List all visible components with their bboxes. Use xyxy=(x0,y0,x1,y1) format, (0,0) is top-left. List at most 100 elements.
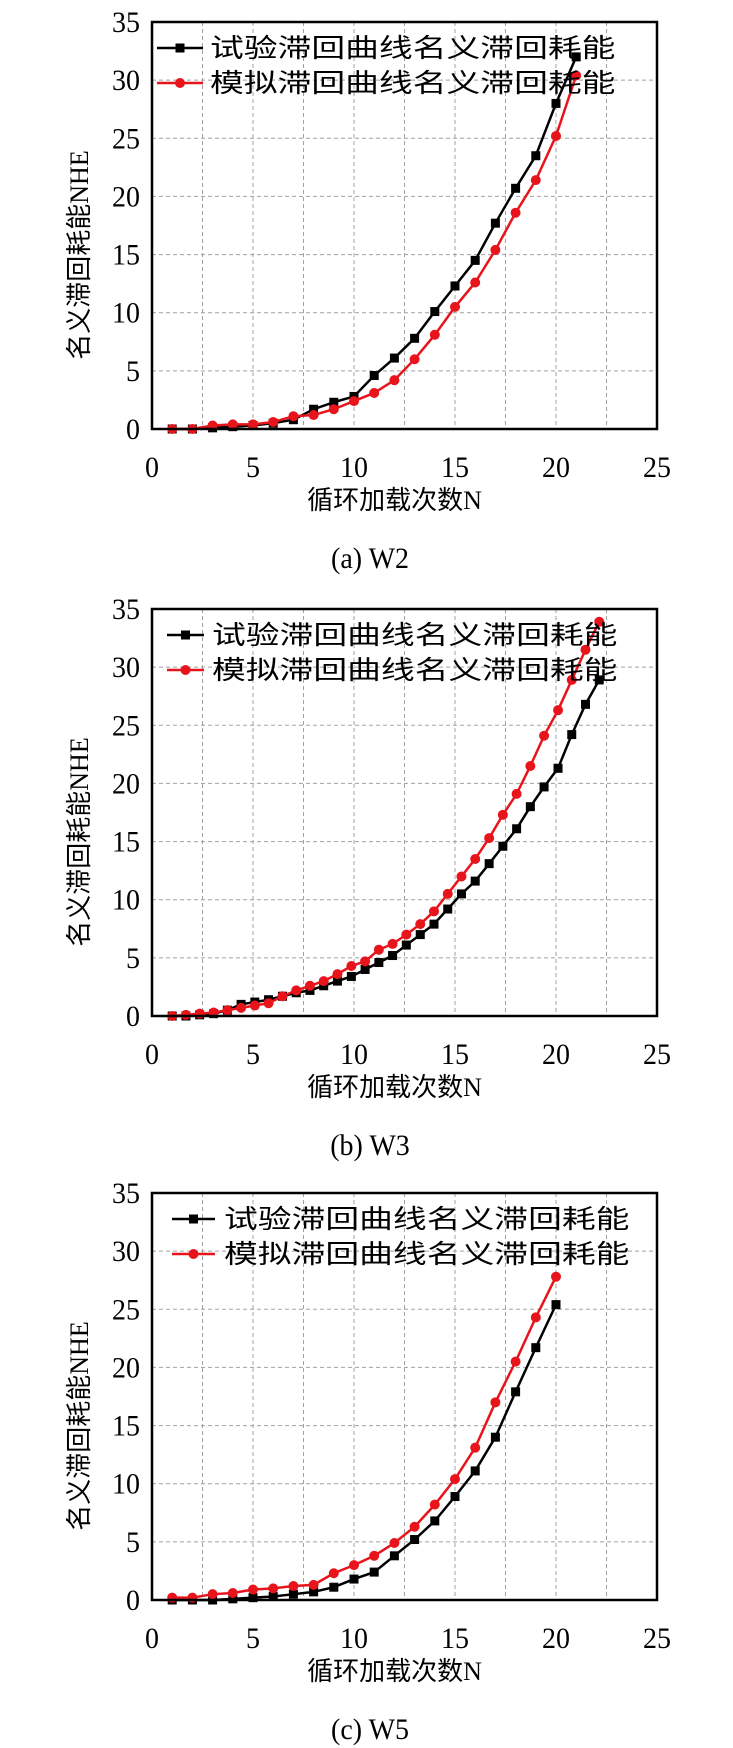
data-point-circle xyxy=(456,871,467,882)
data-point-circle xyxy=(470,277,481,288)
x-axis-label: 循环加载次数N xyxy=(307,1657,482,1686)
data-point-square xyxy=(410,1535,420,1545)
y-tick-label-group: 0 xyxy=(126,413,140,446)
data-point-square xyxy=(430,1516,440,1526)
data-point-square xyxy=(389,353,399,363)
y-tick-label-group: 20 xyxy=(112,768,140,801)
data-point-square xyxy=(539,782,549,792)
data-point-circle xyxy=(328,1568,339,1579)
y-tick-label: 20 xyxy=(112,1352,140,1385)
y-tick-label: 5 xyxy=(126,1526,140,1559)
y-tick-label: 10 xyxy=(112,297,140,330)
x-tick-label: 0 xyxy=(145,451,159,484)
y-tick-label-group: 20 xyxy=(112,181,140,214)
series-simulation xyxy=(167,70,582,434)
y-tick-label: 30 xyxy=(112,1236,140,1269)
x-axis-label-group: 循环加载次数N xyxy=(307,486,482,515)
plot-frame xyxy=(150,607,659,1018)
data-point-circle xyxy=(450,301,460,312)
series-experiment xyxy=(167,1300,561,1605)
data-point-square xyxy=(484,859,494,869)
y-axis-label: 名义滞回耗能NHE xyxy=(65,1321,94,1530)
data-point-circle xyxy=(349,1560,359,1571)
y-tick-label: 35 xyxy=(112,593,140,626)
data-point-circle xyxy=(369,1550,380,1561)
data-point-circle xyxy=(450,1474,460,1485)
data-point-circle xyxy=(571,70,582,81)
y-axis-label: 名义滞回耗能NHE xyxy=(65,150,94,359)
y-tick-label-group: 15 xyxy=(112,1410,140,1443)
data-point-square xyxy=(450,281,460,291)
data-point-circle xyxy=(551,1271,561,1282)
y-tick-label: 5 xyxy=(126,355,140,388)
data-point-circle xyxy=(566,674,577,685)
y-tick-label-group: 25 xyxy=(112,1294,140,1327)
x-tick-label: 10 xyxy=(340,451,368,484)
data-point-circle xyxy=(346,960,357,971)
data-point-circle xyxy=(510,207,521,218)
legend-marker-circle xyxy=(175,78,185,88)
x-tick-label-group: 0 xyxy=(145,451,159,484)
data-point-square xyxy=(288,1589,298,1599)
data-point-circle xyxy=(525,760,536,771)
data-point-square xyxy=(369,371,379,381)
y-tick-label-group: 20 xyxy=(112,1352,140,1385)
legend-marker-circle xyxy=(180,665,191,675)
data-point-circle xyxy=(227,1588,238,1599)
data-point-circle xyxy=(236,1002,247,1013)
data-point-circle xyxy=(510,1356,521,1367)
y-tick-label-group: 30 xyxy=(112,1236,140,1269)
subfigure-caption-group: (a) W2 xyxy=(331,542,409,575)
series-experiment xyxy=(167,52,581,434)
data-point-circle xyxy=(389,1538,400,1549)
data-point-circle xyxy=(248,1584,258,1595)
data-point-circle xyxy=(268,1583,279,1594)
series-line xyxy=(172,1304,558,1602)
y-tick-label-group: 0 xyxy=(126,1000,140,1033)
x-tick-label-group: 10 xyxy=(340,1622,368,1655)
data-point-square xyxy=(374,958,384,968)
y-tick-label-group: 35 xyxy=(112,6,140,39)
data-point-square xyxy=(512,824,522,834)
data-point-circle xyxy=(360,956,371,967)
data-point-square xyxy=(329,1582,339,1592)
data-point-square xyxy=(580,699,590,709)
data-point-circle xyxy=(497,809,508,820)
data-point-circle xyxy=(484,833,495,844)
data-point-square xyxy=(531,151,541,161)
data-point-square xyxy=(429,919,439,929)
legend-label-group: 试验滞回曲线名义滞回耗能 xyxy=(210,34,615,63)
data-point-circle xyxy=(442,888,453,899)
legend-label: 试验滞回曲线名义滞回耗能 xyxy=(210,34,615,63)
y-tick-label: 15 xyxy=(112,1410,140,1443)
data-point-circle xyxy=(328,404,339,415)
x-tick-label: 5 xyxy=(246,1622,260,1655)
y-tick-label: 25 xyxy=(112,123,140,156)
x-tick-label: 25 xyxy=(643,1038,671,1071)
legend-label-group: 模拟滞回曲线名义滞回耗能 xyxy=(212,656,617,685)
y-axis-label-group: 名义滞回耗能NHE xyxy=(65,737,94,946)
data-point-square xyxy=(443,904,453,914)
y-tick-label-group: 10 xyxy=(112,884,140,917)
data-point-circle xyxy=(409,354,420,365)
subfigure-caption-group: (b) W3 xyxy=(330,1129,410,1162)
x-tick-label-group: 15 xyxy=(441,1622,469,1655)
data-point-circle xyxy=(415,919,426,930)
data-point-circle xyxy=(207,1589,218,1600)
x-tick-label: 10 xyxy=(340,1038,368,1071)
data-point-square xyxy=(309,1587,319,1597)
y-tick-label-group: 10 xyxy=(112,1468,140,1501)
data-point-circle xyxy=(249,1000,260,1011)
x-tick-label-group: 25 xyxy=(643,451,671,484)
data-point-square xyxy=(450,1492,460,1502)
data-point-square xyxy=(551,1300,561,1310)
legend-marker-square xyxy=(175,43,185,53)
data-point-circle xyxy=(530,1312,541,1323)
x-tick-label-group: 15 xyxy=(441,1038,469,1071)
data-point-circle xyxy=(387,938,398,949)
data-point-square xyxy=(410,333,420,343)
y-tick-label-group: 30 xyxy=(112,652,140,685)
y-tick-label: 15 xyxy=(112,826,140,859)
